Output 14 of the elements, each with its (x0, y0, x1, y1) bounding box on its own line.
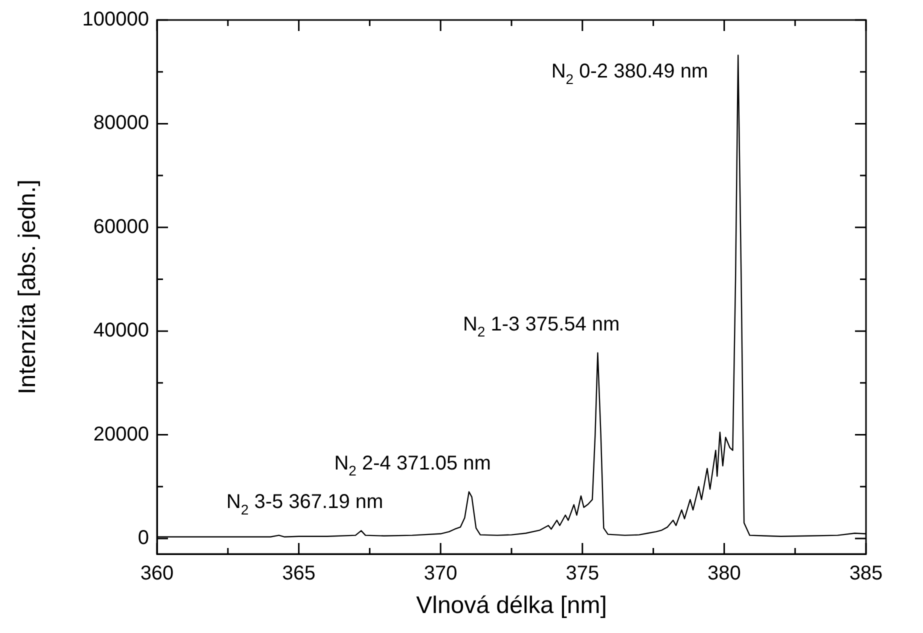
x-tick-label: 385 (849, 562, 883, 585)
x-axis-title: Vlnová délka [nm] (416, 592, 607, 620)
x-tick-label: 370 (424, 562, 458, 585)
y-tick-label: 40000 (93, 320, 149, 342)
y-tick-label: 60000 (93, 216, 149, 238)
y-tick-label: 100000 (82, 8, 149, 31)
x-tick-label: 365 (282, 562, 316, 585)
x-tick-label: 360 (140, 562, 174, 585)
y-tick-label: 20000 (93, 423, 149, 446)
y-tick-label: 80000 (93, 112, 149, 134)
x-tick-label: 375 (566, 562, 600, 585)
y-axis-title: Intenzita [abs. jedn.] (14, 180, 42, 394)
x-tick-label: 380 (708, 562, 741, 585)
y-tick-label: 0 (138, 526, 149, 549)
